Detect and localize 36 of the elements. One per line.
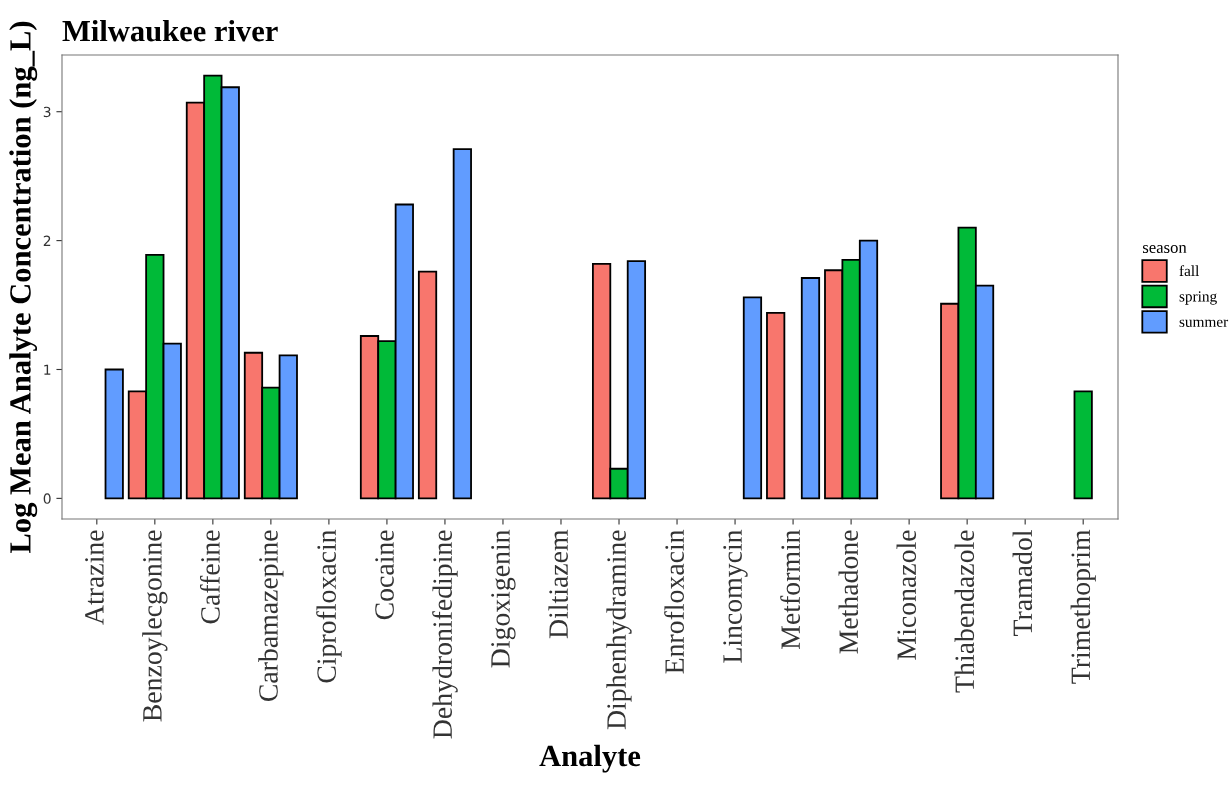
x-tick-label: Diphenhydramine: [606, 530, 632, 730]
bar: [452, 148, 472, 500]
x-tick-label: Digoxigenin: [491, 529, 516, 668]
x-axis-title: Analyte: [539, 744, 641, 773]
x-tick-label: Caffeine: [199, 530, 220, 624]
x-tick-label: Lincomycin: [723, 529, 748, 663]
x-tick-label: Enrofloxacin: [664, 529, 684, 674]
x-tick-label: Atrazine: [85, 530, 104, 625]
bar: [1073, 390, 1093, 500]
y-tick-label: 3: [43, 106, 51, 118]
x-tick-label: Carbamazepine: [258, 530, 284, 702]
x-tick-label: Cocaine: [375, 530, 394, 620]
x-tick-label: Benzoylecgonine: [142, 530, 168, 722]
x-tick-label: Diltiazem: [548, 529, 568, 639]
legend-label: spring: [1179, 291, 1217, 305]
chart-title: Milwaukee river: [62, 19, 278, 42]
x-tick-label: Ciprofloxacin: [316, 529, 342, 683]
bar: [742, 296, 763, 500]
bar: [417, 270, 438, 500]
x-tick-label: Tramadol: [1012, 529, 1033, 636]
x-tick-label: Miconazole: [896, 530, 917, 660]
y-tick-label: 1: [44, 364, 51, 375]
x-tick-label: Methadone: [838, 530, 859, 654]
y-tick-label: 0: [43, 493, 51, 504]
x-tick-label: Thiabendazole: [954, 530, 975, 693]
x-tick-label: Dehydronifedipine: [432, 530, 458, 739]
bar: [766, 311, 786, 500]
bar: [104, 368, 124, 500]
legend-label: summer: [1179, 319, 1229, 327]
y-axis-title: Log Mean Analyte Concentration (ng_L): [9, 21, 38, 553]
x-tick-label: Trimethoprim: [1070, 529, 1096, 684]
legend-label: fall: [1179, 265, 1200, 277]
legend-title: season: [1142, 245, 1187, 254]
y-tick-label: 2: [43, 235, 51, 246]
bar: [800, 277, 821, 500]
x-tick-label: Metformin: [780, 529, 801, 649]
